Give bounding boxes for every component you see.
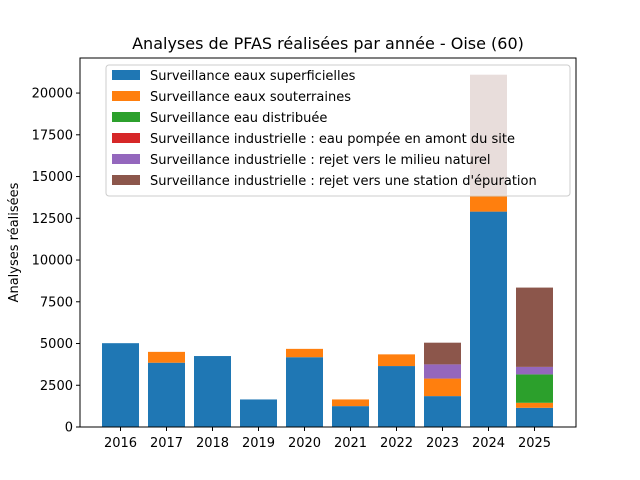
chart-title: Analyses de PFAS réalisées par année - O… xyxy=(132,34,524,53)
bar-2021-series-0 xyxy=(332,406,369,427)
y-tick-label: 15000 xyxy=(32,170,73,185)
bar-2024-series-1 xyxy=(470,194,507,212)
bar-2022-series-1 xyxy=(378,354,415,367)
x-tick-label: 2023 xyxy=(426,436,459,451)
y-tick-label: 17500 xyxy=(32,128,73,143)
x-tick-label: 2016 xyxy=(104,436,137,451)
y-tick-label: 10000 xyxy=(32,254,73,269)
y-tick-label: 20000 xyxy=(32,87,73,102)
legend-label-4: Surveillance industrielle : rejet vers l… xyxy=(150,153,491,168)
legend-frame xyxy=(105,64,571,197)
bar-2025-series-1 xyxy=(516,402,553,408)
y-axis: 0 2500 5000 7500 10000 12500 15000 17500 20000 xyxy=(32,87,80,436)
y-tick-label: 7500 xyxy=(40,295,73,310)
x-tick-label: 2018 xyxy=(196,436,229,451)
bar-2025-series-0 xyxy=(516,407,553,427)
y-axis-label: Analyses réalisées xyxy=(7,182,22,302)
legend-swatch-5 xyxy=(112,175,140,185)
bar-2023-series-0 xyxy=(424,396,461,427)
x-tick-label: 2024 xyxy=(472,436,505,451)
bar-2023-series-5 xyxy=(424,342,461,365)
bar-2022-series-0 xyxy=(378,366,415,427)
legend-swatch-2 xyxy=(112,112,140,122)
x-tick-label: 2017 xyxy=(150,436,183,451)
bars-group xyxy=(102,74,553,427)
bar-2017-series-0 xyxy=(148,362,185,427)
legend-swatch-0 xyxy=(112,70,140,80)
bar-2025-series-4 xyxy=(516,366,553,375)
x-tick-label: 2025 xyxy=(518,436,551,451)
bar-2020-series-0 xyxy=(286,357,323,427)
bar-2021-series-1 xyxy=(332,399,369,407)
x-tick-label: 2019 xyxy=(242,436,275,451)
y-tick-label: 0 xyxy=(65,421,73,436)
x-tick-label: 2021 xyxy=(334,436,367,451)
bar-2025-series-5 xyxy=(516,287,553,367)
legend: Surveillance eaux superficielles Surveill… xyxy=(105,64,571,197)
legend-label-1: Surveillance eaux souterraines xyxy=(150,90,351,105)
plot-frame xyxy=(79,57,577,428)
bar-2024-series-0 xyxy=(470,211,507,427)
legend-swatch-4 xyxy=(112,154,140,164)
x-axis: 2016 2017 2018 2019 2020 2021 2022 2023 2024 2025 xyxy=(104,427,551,451)
y-tick-label: 5000 xyxy=(40,337,73,352)
x-tick-label: 2020 xyxy=(288,436,321,451)
bar-2018-series-0 xyxy=(194,356,231,427)
bar-2025-series-2 xyxy=(516,374,553,403)
y-tick-label: 12500 xyxy=(32,212,73,227)
legend-swatch-3 xyxy=(112,133,140,143)
y-tick-label: 2500 xyxy=(40,379,73,394)
legend-label-0: Surveillance eaux superficielles xyxy=(150,69,356,84)
legend-label-3: Surveillance industrielle : eau pompée e… xyxy=(150,132,515,147)
legend-label-2: Surveillance eau distribuée xyxy=(150,111,327,126)
x-tick-label: 2022 xyxy=(380,436,413,451)
bar-2016-series-0 xyxy=(102,343,139,427)
bar-2017-series-1 xyxy=(148,351,185,363)
legend-swatch-1 xyxy=(112,91,140,101)
bar-2019-series-0 xyxy=(240,399,277,427)
bar-2023-series-4 xyxy=(424,364,461,379)
legend-label-5: Surveillance industrielle : rejet vers u… xyxy=(150,174,537,189)
bar-2020-series-1 xyxy=(286,348,323,358)
bar-2023-series-1 xyxy=(424,378,461,397)
